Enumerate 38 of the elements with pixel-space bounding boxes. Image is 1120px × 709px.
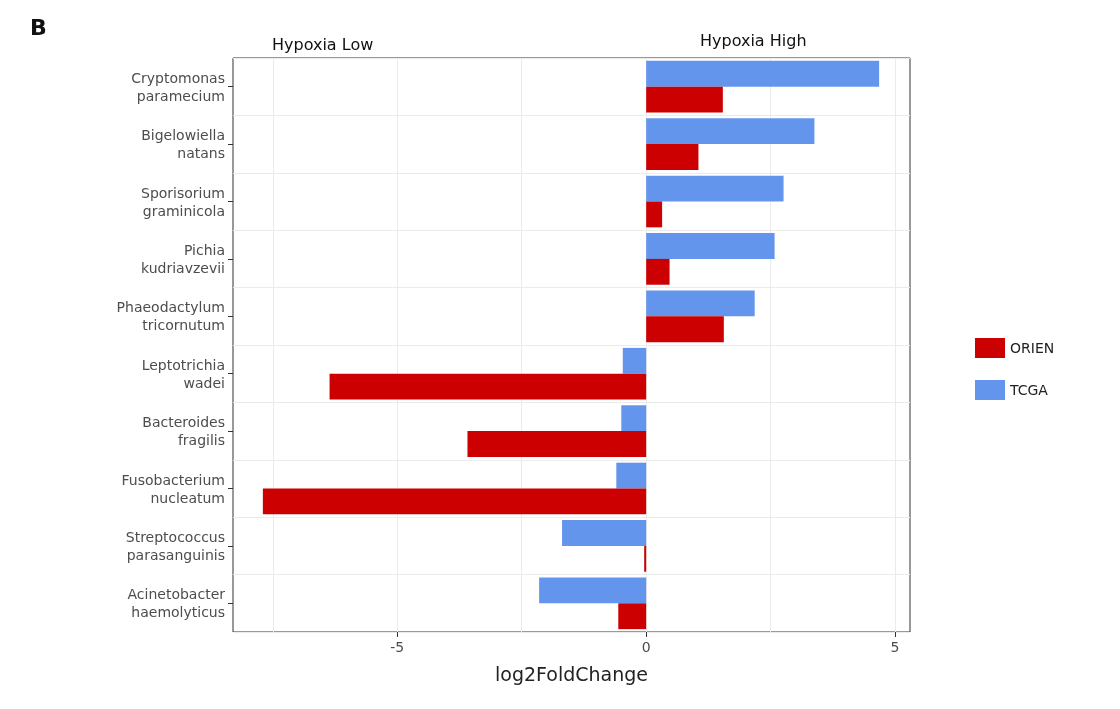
- bar: [616, 462, 647, 489]
- y-tick-label: Acinetobacter haemolyticus: [127, 586, 226, 621]
- bar: [646, 60, 880, 87]
- bar: [646, 316, 724, 343]
- bar: [646, 258, 670, 285]
- bar: [646, 86, 723, 113]
- y-tick-label: Fusobacterium nucleatum: [121, 471, 225, 506]
- y-tick-label: Phaeodactylum tricornutum: [116, 299, 225, 334]
- y-tick-label: Leptotrichia wadei: [141, 356, 225, 391]
- text: Hypoxia High: [700, 30, 807, 50]
- y-tick-label: Bigelowiella natans: [141, 127, 225, 162]
- bar: [539, 577, 647, 604]
- y-tick-label: Cryptomonas paramecium: [131, 69, 225, 104]
- bar: [562, 520, 647, 546]
- x-tick-label: 0: [641, 639, 651, 655]
- y-tick-label: Streptococcus parasanguinis: [125, 528, 225, 563]
- legend-label: ORIEN: [1010, 340, 1055, 356]
- x-tick-label: 5: [890, 639, 900, 655]
- bar: [622, 347, 647, 374]
- y-tick-label: Sporisorium graminicola: [141, 184, 225, 219]
- x-tick-label: -5: [390, 639, 405, 655]
- bar: [467, 431, 647, 457]
- text: Hypoxia Low: [272, 34, 374, 54]
- bar: [646, 201, 663, 228]
- bar: [646, 144, 699, 170]
- bar: [646, 233, 775, 259]
- text: B: [30, 14, 47, 40]
- bar: [621, 405, 647, 432]
- bar: [646, 175, 784, 202]
- y-tick-label: Bacteroides fragilis: [142, 414, 225, 449]
- x-axis-title: log2FoldChange: [494, 662, 649, 685]
- bar: [646, 118, 815, 145]
- bar: [618, 603, 647, 630]
- bar: [329, 373, 647, 400]
- y-tick-label: Pichia kudriavzevii: [141, 241, 225, 276]
- bar: [646, 290, 755, 317]
- legend-label: TCGA: [1009, 382, 1049, 398]
- bar: [262, 488, 647, 515]
